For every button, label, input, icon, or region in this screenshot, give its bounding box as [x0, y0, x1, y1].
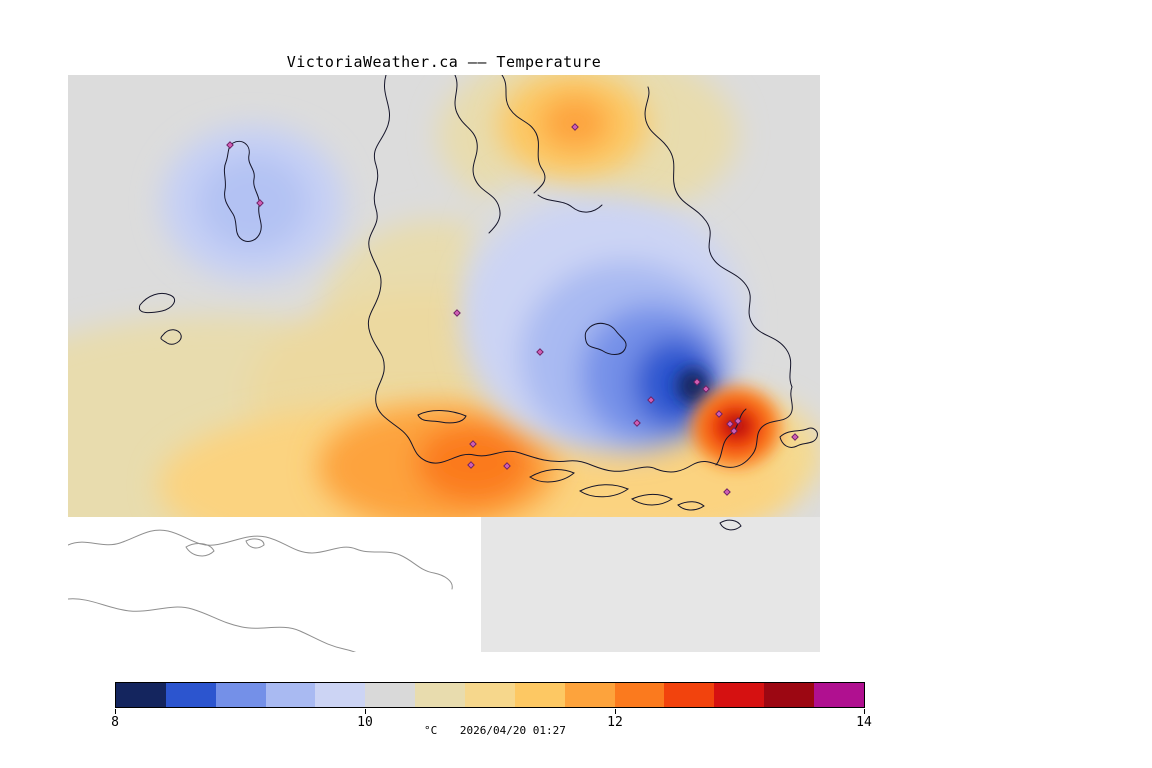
island-outline [160, 329, 182, 345]
colorbar-segment [415, 683, 466, 707]
map-canvas [68, 75, 820, 652]
colorbar-segment [265, 683, 316, 707]
lake-outline [584, 322, 627, 355]
page-title: VictoriaWeather.ca —— Temperature [286, 53, 602, 71]
timestamp: 2026/04/20 01:27 [459, 724, 566, 737]
unit-label: °C [424, 724, 438, 737]
coastlines [138, 75, 818, 531]
colorbar-segment [564, 683, 615, 707]
temperature-map [68, 75, 820, 652]
no-data-region-gray [481, 517, 820, 652]
island-outline [579, 484, 630, 498]
colorbar-tick [365, 709, 366, 714]
us-coastline-path [185, 543, 215, 557]
colorbar-segment [215, 683, 266, 707]
colorbar: 8 10 12 14 [111, 682, 872, 730]
us-coastline-path [68, 598, 357, 652]
no-data-region-white [68, 517, 481, 652]
colorbar-tick [864, 709, 865, 714]
colorbar-tick-label: 8 [111, 715, 119, 730]
coastline-path [454, 75, 501, 234]
island-outline [630, 494, 673, 506]
colorbar-segment [465, 683, 515, 707]
coastline-path [367, 75, 793, 473]
island-outline [677, 501, 705, 511]
island-outline [138, 292, 175, 314]
colorbar-segment [315, 683, 366, 707]
temperature-field [68, 75, 820, 575]
island-outline [779, 427, 818, 448]
colorbar-tick-label: 12 [607, 715, 623, 730]
lake-outline [417, 410, 467, 424]
colorbar-tick-label: 14 [856, 715, 872, 730]
colorbar-segment [714, 683, 765, 707]
us-coastline-path [68, 529, 453, 590]
coastline-path [537, 194, 603, 213]
colorbar-segment [664, 683, 715, 707]
colorbar-segment [365, 683, 416, 707]
us-coastline-path [245, 538, 265, 549]
coastline-path [501, 75, 546, 194]
colorbar-caption: °C 2026/04/20 01:27 [424, 724, 566, 737]
island-outline [223, 140, 262, 242]
colorbar-tick-label: 10 [357, 715, 373, 730]
island-outline [719, 519, 742, 531]
colorbar-segment [764, 683, 815, 707]
colorbar-segment [116, 683, 166, 707]
coastline-path [715, 408, 747, 466]
colorbar-segment [814, 683, 864, 707]
island-outline [529, 469, 575, 483]
colorbar-segment [514, 683, 565, 707]
colorbar-tick [615, 709, 616, 714]
colorbar-gradient [115, 682, 865, 708]
us-coastlines [68, 529, 453, 652]
colorbar-segment [614, 683, 665, 707]
colorbar-segment [165, 683, 216, 707]
colorbar-tick [115, 709, 116, 714]
